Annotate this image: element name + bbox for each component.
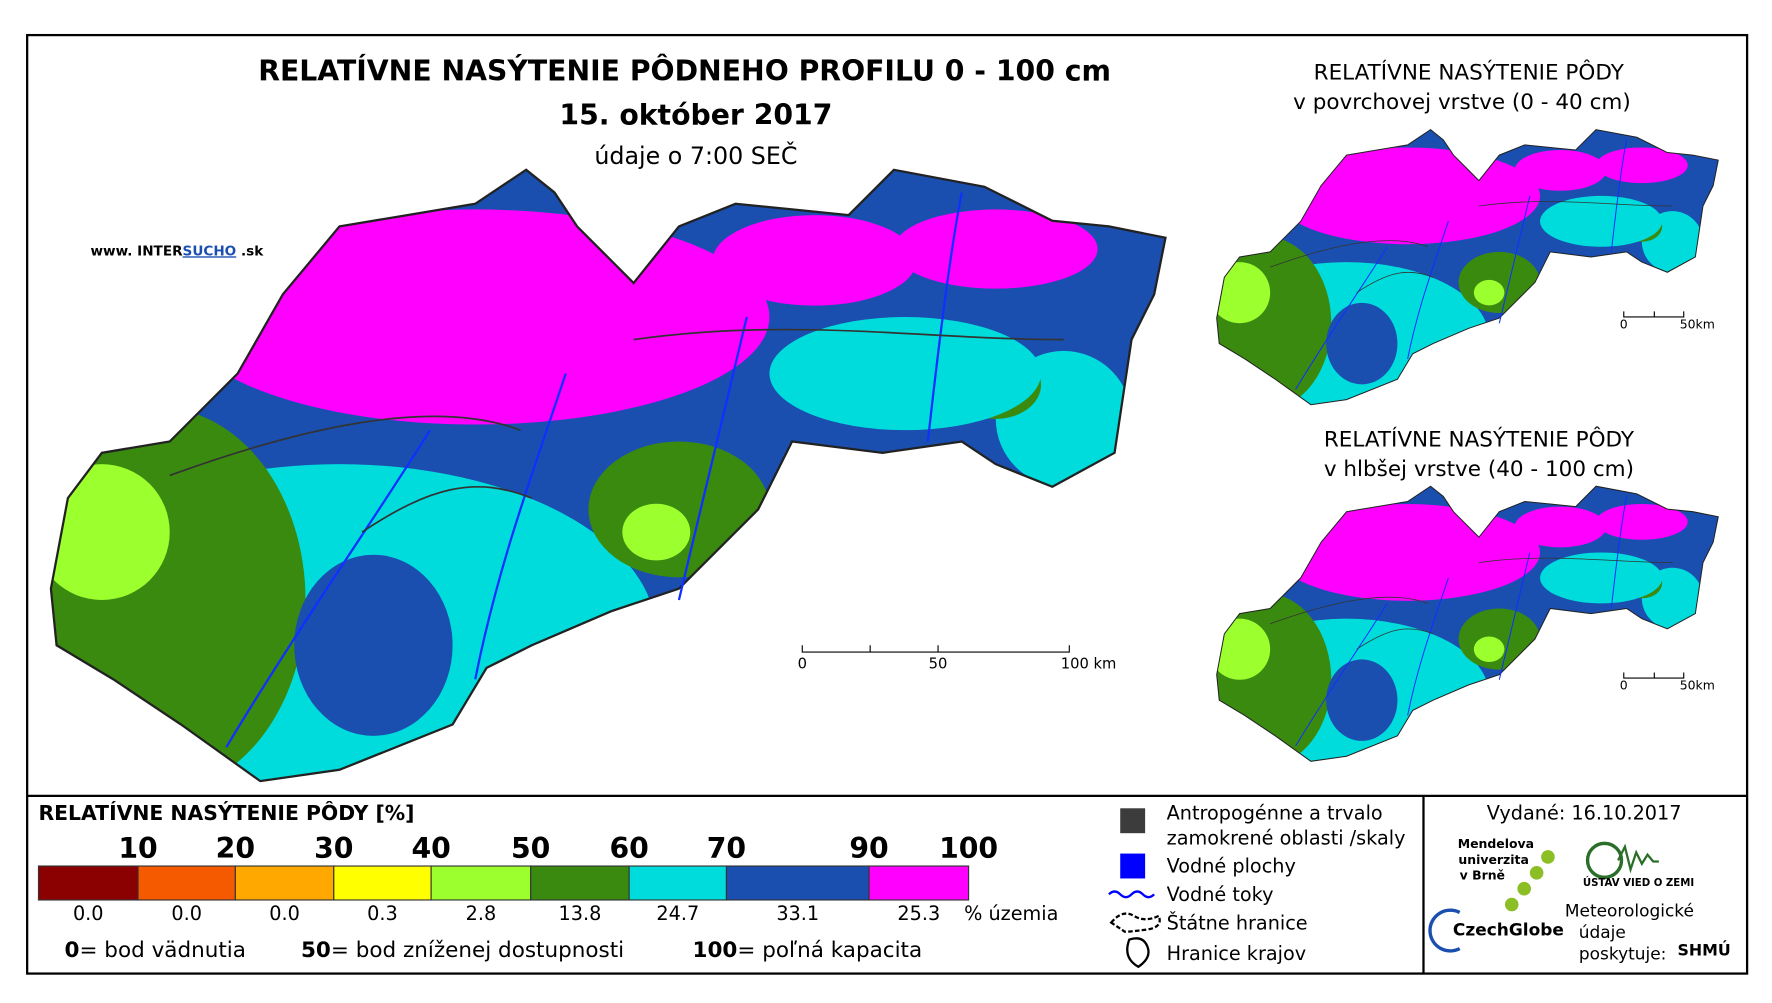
url-part: SUCHO (183, 243, 237, 259)
mendel-dots (1504, 850, 1555, 912)
shmu: SHMÚ (1677, 940, 1730, 959)
legend-swatch (725, 865, 870, 901)
inset-title: RELATÍVNE NASÝTENIE PÔDY (1314, 60, 1625, 86)
legend-share: 24.7 (656, 902, 699, 925)
provider-note: Meteorologické (1565, 901, 1694, 921)
legend-upper: 10 (118, 832, 157, 865)
note-text: = bod vädnutia (79, 938, 245, 963)
uvoz: ÚSTAV VIED O ZEMI (1583, 876, 1694, 889)
provider-note: údaje (1579, 923, 1626, 943)
note: 50= bod zníženej dostupnosti (301, 938, 624, 963)
provider-note: poskytuje: (1579, 944, 1667, 964)
legend-swatch (530, 865, 630, 901)
symbol-label: Štátne hranice (1167, 910, 1308, 934)
legend-upper: 30 (314, 832, 353, 865)
legend-share: 0.0 (269, 902, 300, 925)
inset-map (1194, 461, 1754, 792)
legend-share: 33.1 (776, 902, 819, 925)
date: 15. október 2017 (559, 99, 832, 132)
legend-upper: 60 (609, 832, 648, 865)
symbol-water-body (1120, 853, 1146, 879)
uvoz-logo (1617, 843, 1659, 874)
legend-swatch (333, 865, 432, 901)
note-text: = poľná kapacita (737, 938, 922, 963)
scale-bar (801, 645, 1070, 653)
scale-label: 0 (1620, 678, 1628, 693)
mendel: univerzita (1458, 852, 1528, 867)
scale-label: 50km (1680, 316, 1715, 331)
mendel: Mendelova (1458, 836, 1534, 851)
legend-share: 2.8 (466, 902, 497, 925)
legend-upper: 70 (707, 832, 746, 865)
legend-upper: 50 (511, 832, 550, 865)
legend-upper: 100 (939, 832, 998, 865)
inset-title: RELATÍVNE NASÝTENIE PÔDY (1324, 426, 1635, 452)
symbol-label: Vodné toky (1167, 883, 1274, 906)
source-url: www. INTERSUCHO .sk (91, 243, 265, 259)
note-key: 0 (64, 938, 79, 963)
issued: Vydané: 16.10.2017 (1487, 801, 1682, 824)
legend-upper: 40 (411, 832, 450, 865)
url-part: www. INTER (91, 243, 184, 259)
symbol-river (1108, 890, 1155, 899)
url-part: .sk (236, 243, 264, 259)
czechglobe: CzechGlobe (1453, 921, 1564, 941)
legend-share: 0.3 (367, 902, 398, 925)
note: 0= bod vädnutia (64, 938, 245, 963)
legend-bar: 10 0.0 20 0.0 30 0.0 40 0.3 50 2.8 60 13.8 70 24.7 90 3… (37, 832, 998, 925)
scale-bar (1623, 672, 1685, 679)
legend-swatch (430, 865, 532, 901)
inset-subtitle: v povrchovej vrstve (0 - 40 cm) (1293, 90, 1631, 115)
note-key: 100 (693, 938, 738, 963)
legend-swatch (868, 865, 970, 901)
uvoz-logo (1585, 841, 1624, 880)
legend-share: 13.8 (559, 902, 602, 925)
symbol-label: Antropogénne a trvalo (1167, 801, 1383, 824)
symbol-label: zamokrené oblasti /skaly (1167, 826, 1406, 849)
symbol-label: Hranice krajov (1167, 942, 1307, 965)
scale-label: 50km (1680, 678, 1715, 693)
legend-swatch (137, 865, 236, 901)
frame (26, 33, 1749, 975)
legend-share: 25.3 (897, 902, 940, 925)
symbol-label: Vodné plochy (1167, 855, 1296, 878)
scale-bar (1623, 311, 1685, 318)
main-map (0, 113, 1245, 849)
czechglobe-arc (1428, 908, 1461, 953)
inset-map (1194, 104, 1754, 435)
scale-label: 100 km (1061, 656, 1117, 673)
note-text: = bod zníženej dostupnosti (331, 938, 624, 963)
legend-upper: 20 (216, 832, 255, 865)
legend-upper: 90 (849, 832, 888, 865)
legend-share: 0.0 (73, 902, 104, 925)
note: 100= poľná kapacita (693, 938, 923, 963)
legend-share: 0.0 (171, 902, 202, 925)
legend-title: RELATÍVNE NASÝTENIE PÔDY [%] (38, 800, 414, 825)
scale-label: 0 (1620, 316, 1628, 331)
symbol-border (1109, 912, 1161, 933)
note-key: 50 (301, 938, 331, 963)
title: RELATÍVNE NASÝTENIE PÔDNEHO PROFILU 0 - … (258, 53, 1111, 87)
legend-swatch (234, 865, 335, 901)
inset-subtitle: v hlbšej vrstve (40 - 100 cm) (1324, 457, 1634, 482)
legend-swatch (37, 865, 139, 901)
symbol-region (1126, 937, 1150, 969)
scale-label: 0 (798, 656, 807, 673)
share-unit: % územia (964, 902, 1058, 925)
time-note: údaje o 7:00 SEČ (594, 142, 797, 170)
scale-label: 50 (929, 656, 948, 673)
legend-swatch (628, 865, 728, 901)
symbol-anthropogenic (1120, 808, 1146, 834)
mendel: v Brně (1460, 868, 1505, 883)
